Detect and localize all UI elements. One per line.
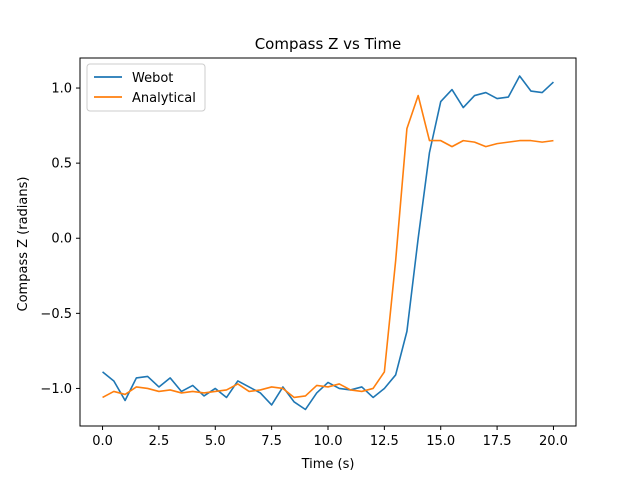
x-tick-label: 20.0 bbox=[539, 434, 568, 449]
legend-frame bbox=[86, 63, 206, 112]
legend: Webot Analytical bbox=[86, 63, 206, 112]
x-tick-label: 17.5 bbox=[483, 434, 512, 449]
series-line-analytical bbox=[102, 94, 554, 399]
y-tick-label: 0.0 bbox=[51, 232, 72, 247]
y-tick-label: −0.5 bbox=[40, 307, 72, 322]
x-tick-label: 10.0 bbox=[314, 434, 343, 449]
y-tick-label: 1.0 bbox=[51, 82, 72, 97]
series-line-webot bbox=[102, 75, 554, 411]
x-tick-label: 12.5 bbox=[370, 434, 399, 449]
x-tick-label: 7.5 bbox=[261, 434, 282, 449]
x-tick-label: 15.0 bbox=[426, 434, 455, 449]
y-tick-label: 0.5 bbox=[51, 157, 72, 172]
x-tick-label: 2.5 bbox=[149, 434, 170, 449]
plot-layer: 0.0 2.5 5.0 7.5 10.0 12.5 15.0 17.5 20.0 1.0 0.5 0.… bbox=[40, 57, 577, 449]
y-axis-title: Compass Z (radians) bbox=[16, 177, 31, 312]
x-tick-label: 5.0 bbox=[205, 434, 226, 449]
legend-label-webot: Webot bbox=[132, 71, 173, 86]
legend-label-analytical: Analytical bbox=[132, 91, 196, 106]
x-axis-title: Time (s) bbox=[301, 457, 355, 472]
y-tick-label: −1.0 bbox=[40, 382, 72, 397]
chart-title: Compass Z vs Time bbox=[255, 35, 402, 53]
x-tick-label: 0.0 bbox=[92, 434, 113, 449]
